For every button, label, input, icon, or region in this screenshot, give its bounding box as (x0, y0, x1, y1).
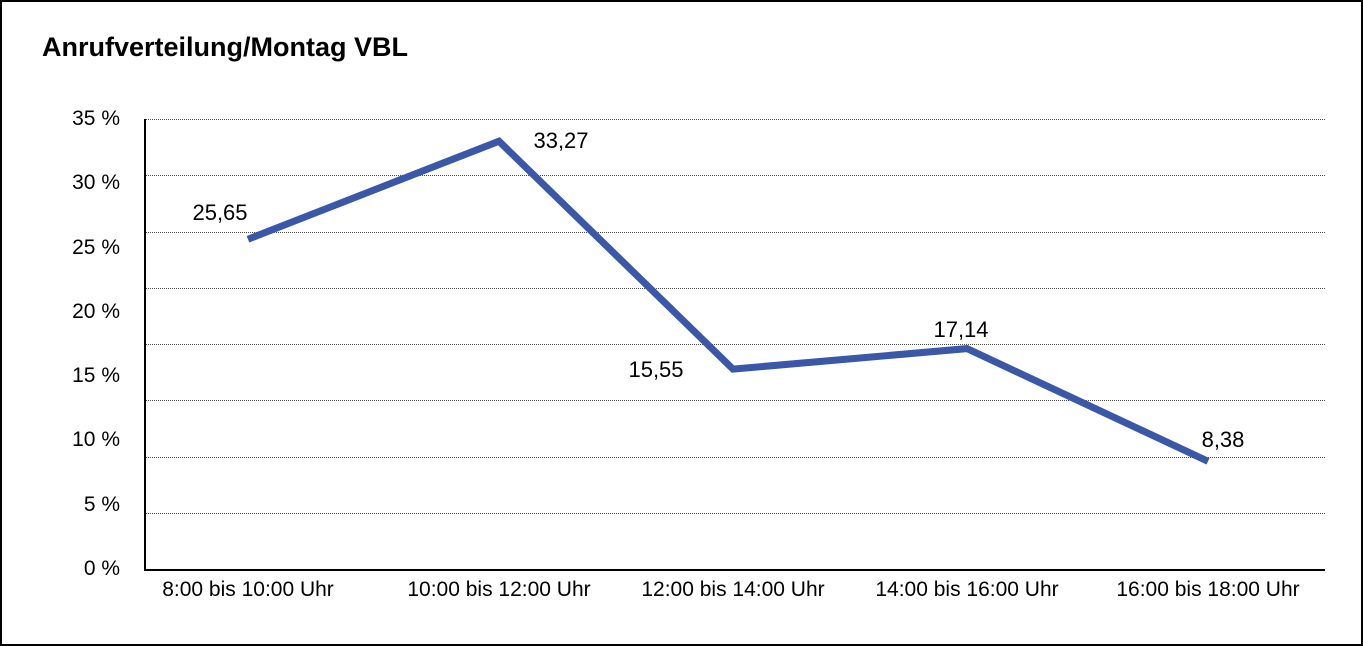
gridline (146, 175, 1325, 177)
y-axis-tick-label: 20 % (72, 299, 120, 323)
gridline (146, 344, 1325, 345)
data-point-value-label: 15,55 (628, 357, 684, 383)
y-axis-tick-label: 5 % (83, 492, 120, 516)
chart-title: Anrufverteilung/Montag VBL (42, 32, 408, 62)
x-axis-category-label: 10:00 bis 12:00 Uhr (407, 578, 591, 601)
data-point-value-label: 25,65 (192, 200, 248, 226)
plot-area (144, 119, 1325, 571)
x-axis-category-label: 8:00 bis 10:00 Uhr (162, 578, 334, 601)
y-axis-tick-label: 15 % (72, 364, 120, 388)
gridline (146, 512, 1325, 514)
y-axis-tick-label: 10 % (72, 428, 120, 452)
gridline (146, 400, 1325, 402)
x-axis-line (144, 569, 1325, 571)
y-axis-tick-label: 0 % (83, 557, 120, 580)
y-axis-tick-label: 30 % (72, 171, 120, 195)
gridline (146, 119, 1325, 120)
y-axis-line (144, 119, 146, 571)
line-series (246, 137, 1210, 465)
gridline (146, 287, 1325, 289)
x-axis-category-label: 12:00 bis 14:00 Uhr (641, 578, 825, 601)
x-axis-category-label: 14:00 bis 16:00 Uhr (875, 578, 1059, 601)
y-axis-tick-label: 35 % (72, 107, 120, 130)
line-series-svg (246, 137, 1210, 465)
data-point-value-label: 33,27 (533, 128, 589, 154)
gridline (146, 231, 1325, 233)
gridline (146, 456, 1325, 458)
data-point-value-label: 17,14 (933, 316, 989, 342)
data-point-value-label: 8,38 (1201, 427, 1245, 453)
x-axis-category-label: 16:00 bis 18:00 Uhr (1116, 578, 1300, 601)
y-axis-tick-label: 25 % (72, 235, 120, 259)
